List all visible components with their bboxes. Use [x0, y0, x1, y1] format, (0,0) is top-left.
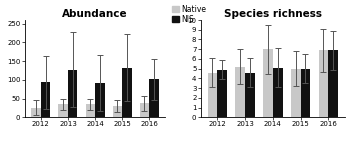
Bar	[31, 108, 41, 117]
Bar	[273, 68, 283, 117]
Bar	[301, 69, 310, 117]
Bar	[86, 104, 95, 117]
Bar	[58, 104, 68, 117]
Title: Abundance: Abundance	[62, 9, 128, 19]
Legend: Native, NIS: Native, NIS	[171, 4, 207, 24]
Bar	[263, 49, 273, 117]
Title: Species richness: Species richness	[224, 9, 322, 19]
Bar	[245, 73, 255, 117]
Bar	[140, 103, 149, 117]
Bar	[113, 106, 122, 117]
Bar	[291, 69, 301, 117]
Bar	[235, 67, 245, 117]
Bar	[95, 83, 105, 117]
Bar	[217, 70, 227, 117]
Bar	[149, 79, 159, 117]
Bar	[328, 50, 338, 117]
Bar	[41, 83, 50, 117]
Bar	[319, 50, 328, 117]
Bar	[208, 73, 217, 117]
Bar	[122, 67, 132, 117]
Bar	[68, 70, 77, 117]
